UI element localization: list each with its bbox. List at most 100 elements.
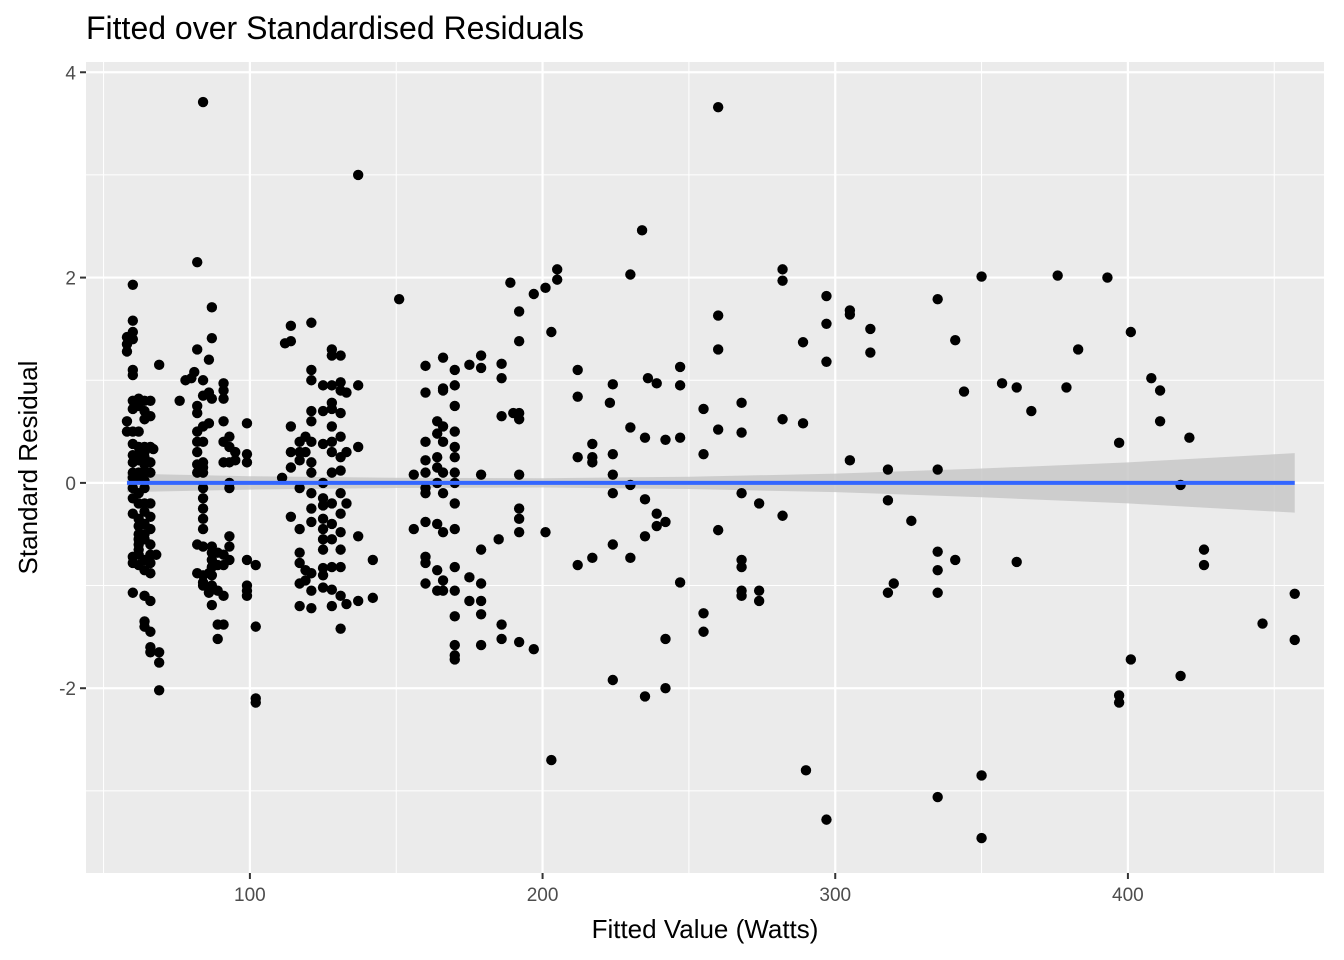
data-point — [306, 487, 317, 499]
data-point — [326, 600, 338, 612]
data-point — [552, 264, 563, 275]
data-point — [341, 598, 352, 610]
data-point — [224, 541, 235, 552]
data-point — [437, 487, 449, 499]
data-point — [712, 424, 724, 435]
data-point — [317, 534, 329, 545]
data-point — [1257, 618, 1268, 629]
data-point — [821, 318, 832, 329]
data-point — [224, 431, 235, 442]
data-point — [475, 469, 487, 480]
data-point — [335, 526, 346, 538]
data-point — [844, 309, 856, 320]
data-point — [145, 557, 156, 569]
data-point — [449, 426, 460, 437]
data-point — [1125, 654, 1137, 665]
data-point — [712, 101, 724, 113]
data-point — [317, 438, 329, 450]
x-tick-label: 300 — [819, 885, 851, 906]
data-point — [639, 494, 651, 505]
data-point — [420, 467, 431, 478]
data-point — [241, 554, 253, 566]
data-point — [145, 647, 156, 658]
data-point — [241, 448, 253, 460]
data-point — [777, 275, 788, 286]
data-point — [306, 364, 317, 376]
data-point — [528, 288, 539, 300]
data-point — [882, 495, 894, 506]
data-point — [341, 387, 352, 398]
data-point — [206, 332, 218, 344]
data-point — [326, 534, 338, 545]
data-point — [674, 432, 686, 443]
data-point — [674, 361, 686, 373]
data-point — [800, 765, 812, 776]
data-point — [1072, 344, 1084, 355]
data-point — [408, 523, 419, 535]
data-point — [906, 515, 917, 527]
data-point — [174, 395, 185, 406]
data-point — [437, 526, 449, 538]
data-point — [642, 372, 654, 384]
data-point — [437, 385, 449, 396]
data-point — [976, 271, 987, 282]
data-point — [335, 431, 346, 442]
data-point — [192, 344, 203, 355]
data-point — [121, 346, 133, 357]
data-point — [449, 441, 460, 453]
data-point — [1061, 382, 1072, 393]
data-point — [698, 448, 709, 460]
data-point — [958, 386, 970, 397]
data-point — [496, 410, 507, 422]
data-point — [294, 557, 305, 569]
x-tick-label: 400 — [1112, 885, 1144, 906]
data-point — [306, 516, 317, 528]
data-point — [335, 590, 346, 602]
data-point — [335, 561, 346, 573]
data-point — [218, 378, 229, 389]
y-tick-label: 4 — [65, 63, 76, 84]
data-point — [475, 578, 487, 589]
data-point — [1289, 634, 1300, 646]
data-point — [865, 323, 876, 335]
data-point — [604, 397, 616, 409]
data-point — [212, 633, 223, 645]
data-point — [306, 457, 317, 468]
data-point — [777, 264, 788, 275]
data-point — [326, 518, 338, 530]
data-point — [133, 426, 144, 437]
data-point — [197, 541, 209, 552]
data-point — [432, 452, 443, 463]
data-point — [932, 791, 943, 803]
data-point — [777, 510, 788, 521]
data-point — [335, 407, 346, 419]
data-point — [197, 513, 209, 525]
data-point — [449, 523, 460, 535]
data-point — [976, 832, 987, 844]
data-point — [294, 523, 305, 535]
data-point — [932, 293, 943, 305]
data-point — [420, 487, 431, 499]
data-point — [1289, 588, 1300, 599]
data-point — [250, 559, 261, 571]
data-point — [352, 441, 364, 453]
data-point — [206, 570, 218, 581]
data-point — [139, 482, 150, 494]
data-point — [224, 531, 235, 542]
data-point — [475, 639, 487, 651]
data-point — [587, 457, 598, 468]
data-point — [197, 96, 209, 108]
data-point — [1146, 372, 1157, 384]
data-point — [241, 418, 253, 429]
data-point — [197, 580, 209, 591]
data-point — [294, 547, 305, 558]
data-point — [317, 562, 329, 574]
data-point — [607, 469, 619, 480]
data-point — [197, 436, 209, 448]
data-point — [326, 380, 338, 391]
data-point — [192, 256, 203, 268]
data-point — [1113, 697, 1125, 708]
data-point — [1198, 559, 1210, 571]
data-point — [335, 623, 346, 634]
data-point — [865, 347, 876, 358]
